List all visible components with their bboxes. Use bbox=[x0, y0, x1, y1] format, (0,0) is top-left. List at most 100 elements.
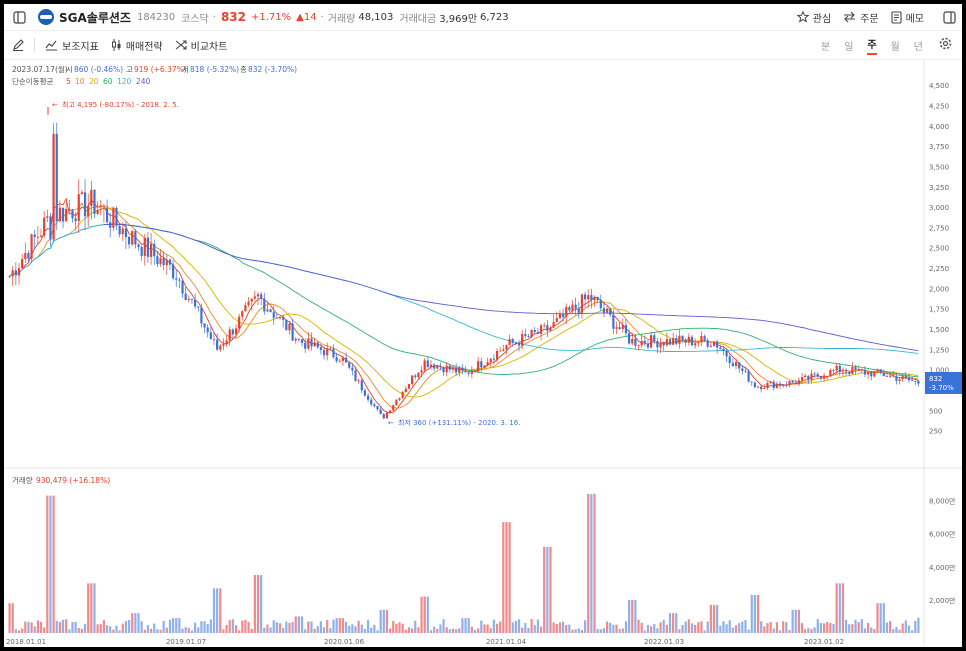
volume-bar bbox=[653, 623, 656, 633]
volume-bar bbox=[244, 619, 247, 633]
candle-body bbox=[678, 335, 681, 344]
candle-body bbox=[58, 207, 61, 222]
candle-body bbox=[690, 336, 694, 346]
pencil-icon[interactable] bbox=[12, 39, 24, 51]
volume-bar bbox=[565, 625, 568, 633]
candle-body bbox=[181, 280, 184, 294]
volume-bar bbox=[502, 522, 505, 633]
candle-body bbox=[442, 367, 445, 373]
volume-bar bbox=[137, 613, 140, 633]
volume-bar bbox=[263, 627, 266, 633]
volume-value: 930,479 (+16.18%) bbox=[36, 476, 110, 485]
volume-tick-label: 4,000만 bbox=[929, 563, 956, 572]
candle-body bbox=[172, 264, 175, 279]
volume-bar bbox=[354, 626, 357, 633]
ma-legend-item: 5 bbox=[66, 77, 71, 86]
price-chart-svg[interactable]: 2023.07.17(월) 시 860 (-0.46%) 고 919 (+6.3… bbox=[4, 59, 962, 647]
candle-body bbox=[769, 381, 772, 383]
candle-body bbox=[275, 317, 278, 319]
volume-bar bbox=[234, 625, 238, 633]
compare-label: 비교차트 bbox=[190, 41, 228, 53]
compare-button[interactable]: 비교차트 bbox=[175, 38, 228, 53]
candle-body bbox=[873, 371, 876, 377]
volume-bar bbox=[536, 619, 540, 633]
candle-body bbox=[807, 375, 810, 380]
volume-bar bbox=[17, 630, 21, 633]
volume-bar bbox=[455, 629, 458, 633]
volume-bar bbox=[187, 628, 190, 633]
indicator-button[interactable]: 보조지표 bbox=[45, 38, 99, 53]
candle-body bbox=[14, 270, 17, 276]
tab-week[interactable]: 주 bbox=[867, 36, 877, 55]
candle-body bbox=[549, 327, 552, 331]
candle-body bbox=[263, 298, 266, 312]
svg-text:←: ← bbox=[388, 419, 394, 427]
volume-bar bbox=[407, 627, 411, 633]
chart-settings-icon[interactable] bbox=[939, 37, 952, 53]
volume-bar bbox=[253, 575, 256, 633]
candle-body bbox=[351, 367, 354, 371]
order-button[interactable]: 주문 bbox=[843, 10, 879, 25]
stock-name[interactable]: SGA솔루션즈 bbox=[59, 10, 131, 25]
candle-body bbox=[388, 410, 392, 413]
volume-bar bbox=[285, 621, 288, 633]
candle-body bbox=[706, 340, 709, 347]
volume-bar bbox=[228, 620, 231, 633]
volume-bar bbox=[816, 619, 819, 633]
price-tick-label: 2,250 bbox=[929, 265, 949, 273]
volume-bar bbox=[33, 626, 36, 633]
tab-year[interactable]: 년 bbox=[913, 41, 923, 53]
volume-bar bbox=[68, 629, 71, 633]
volume-bar bbox=[36, 620, 39, 633]
candle-body bbox=[527, 335, 530, 337]
volume-bar bbox=[605, 621, 609, 633]
candle-body bbox=[316, 342, 319, 348]
volume-bar bbox=[879, 603, 882, 633]
candle-body bbox=[489, 358, 492, 363]
candle-body bbox=[505, 345, 508, 350]
volume-bar bbox=[514, 620, 517, 633]
candle-body bbox=[451, 367, 455, 370]
high-annotation: ← 최고 4,195 (-80.17%) - 2018. 2. 5. bbox=[47, 100, 179, 115]
volume-bar bbox=[612, 624, 615, 633]
strategy-button[interactable]: 매매전략 bbox=[111, 38, 163, 53]
volume-bar bbox=[876, 603, 879, 633]
volume-bar bbox=[24, 621, 27, 633]
volume-bar bbox=[149, 628, 153, 633]
candle-body bbox=[511, 339, 514, 343]
candle-body bbox=[659, 342, 662, 348]
time-tick-label: 2018.01.01 bbox=[6, 638, 46, 646]
candle-body bbox=[470, 370, 473, 374]
candle-body bbox=[143, 237, 146, 257]
candle-body bbox=[420, 370, 423, 373]
time-tick-label: 2020.01.06 bbox=[324, 638, 365, 646]
volume-bar bbox=[794, 609, 797, 633]
panel-toggle-icon[interactable] bbox=[936, 4, 962, 30]
tab-day[interactable]: 일 bbox=[844, 41, 854, 53]
candle-body bbox=[760, 386, 763, 390]
volume-bar bbox=[844, 619, 848, 633]
tab-month[interactable]: 월 bbox=[890, 41, 900, 53]
memo-button[interactable]: 메모 bbox=[891, 10, 924, 25]
amount-value: 3,969만 bbox=[439, 13, 478, 25]
candle-body bbox=[354, 370, 357, 381]
candle-body bbox=[115, 208, 118, 226]
volume-bar bbox=[335, 618, 338, 633]
candle-body bbox=[889, 375, 892, 377]
price-tick-label: 500 bbox=[929, 407, 942, 415]
volume-bar bbox=[184, 627, 187, 633]
volume-bar bbox=[819, 622, 823, 633]
chart-area[interactable]: 2023.07.17(월) 시 860 (-0.46%) 고 919 (+6.3… bbox=[4, 59, 962, 647]
ma-line bbox=[103, 223, 919, 352]
candle-body bbox=[297, 338, 300, 340]
volume-bar bbox=[590, 493, 593, 633]
strategy-label: 매매전략 bbox=[125, 41, 163, 53]
tab-minute[interactable]: 분 bbox=[820, 41, 831, 53]
volume-bar bbox=[596, 629, 599, 633]
app-frame: SGA솔루션즈 184230 코스닥 · 832 +1.71% ▲14 · 거래… bbox=[4, 4, 962, 647]
volume-bar bbox=[225, 624, 228, 633]
candle-body bbox=[778, 383, 782, 386]
candle-body bbox=[426, 360, 429, 368]
sidebar-toggle-icon[interactable] bbox=[6, 4, 32, 30]
watch-button[interactable]: 관심 bbox=[796, 10, 831, 25]
